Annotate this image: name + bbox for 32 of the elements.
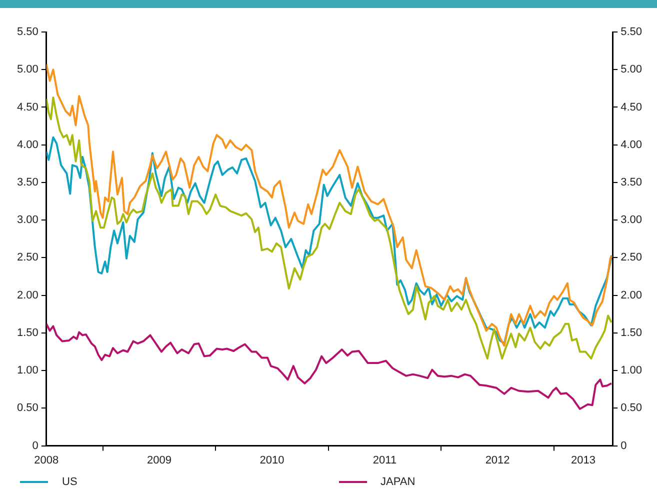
y-tick-label: 5.50 xyxy=(16,26,38,38)
y-tick-label: 3.00 xyxy=(16,214,38,226)
y2-tick-label: 3.00 xyxy=(620,214,642,226)
y2-tick-label: 0 xyxy=(620,440,627,452)
y-tick-label: 2.50 xyxy=(16,252,38,264)
y-tick-label: 5.00 xyxy=(16,64,38,76)
legend-label: US xyxy=(62,476,78,488)
y2-tick-label: 0.50 xyxy=(620,402,642,414)
y2-tick-label: 2.50 xyxy=(620,252,642,264)
y2-tick-label: 1.50 xyxy=(620,326,642,339)
x-tick-label: 2012 xyxy=(485,454,510,466)
y2-tick-label: 4.50 xyxy=(620,101,642,114)
y-tick-label: 0 xyxy=(32,440,38,452)
y2-tick-label: 3.50 xyxy=(620,176,642,189)
y-tick-label: 4.00 xyxy=(16,138,38,151)
y2-tick-label: 5.00 xyxy=(620,64,642,76)
y-tick-label: 4.50 xyxy=(16,101,38,114)
x-tick-label: 2009 xyxy=(146,454,172,466)
y-tick-label: 3.50 xyxy=(16,176,38,189)
y2-tick-label: 4.00 xyxy=(620,138,642,151)
x-tick-label: 2010 xyxy=(260,454,284,466)
y2-tick-label: 2.00 xyxy=(620,289,642,302)
y2-tick-label: 5.50 xyxy=(620,26,642,38)
y-tick-label: 0.50 xyxy=(16,402,38,414)
x-tick-label: 2013 xyxy=(571,454,596,466)
y2-tick-label: 1.00 xyxy=(620,364,642,377)
legend-label: JAPAN xyxy=(380,476,416,488)
x-tick-label: 2008 xyxy=(34,454,59,466)
y-tick-label: 2.00 xyxy=(16,289,38,302)
x-tick-label: 2011 xyxy=(372,454,397,466)
y-tick-label: 1.50 xyxy=(16,326,38,339)
y-tick-label: 1.00 xyxy=(16,364,38,377)
